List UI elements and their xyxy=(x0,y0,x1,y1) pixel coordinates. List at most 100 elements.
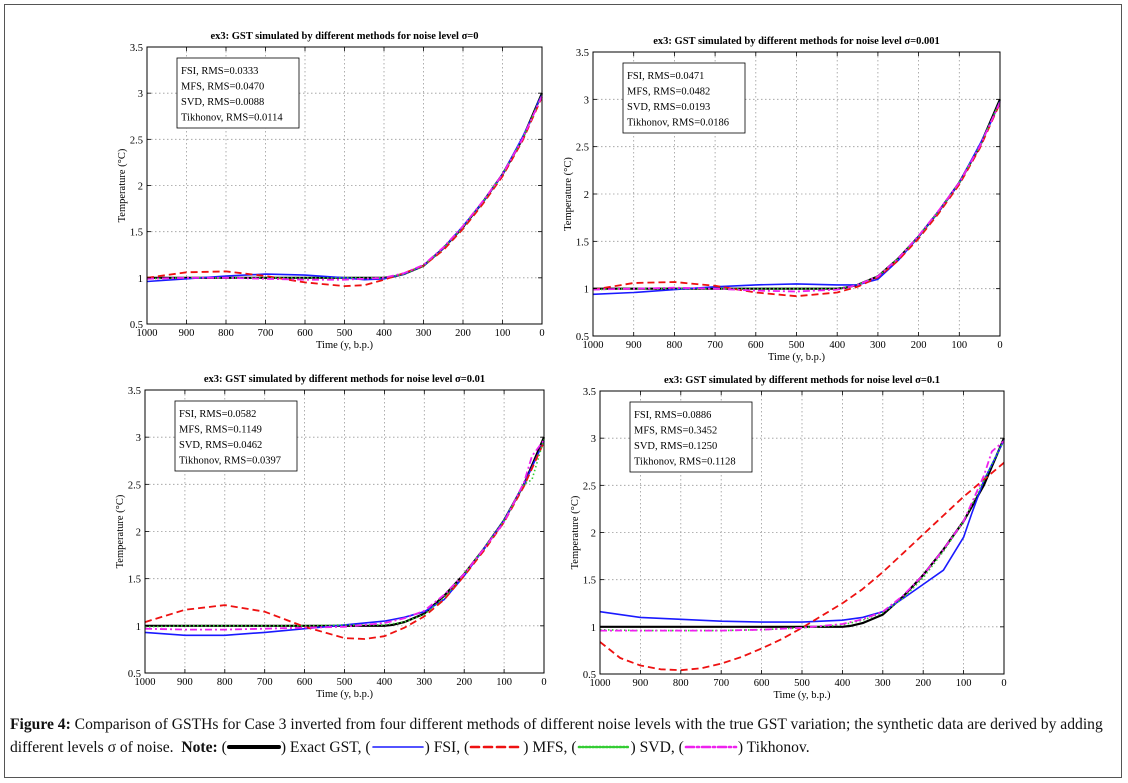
rms-legend-entry: Tikhonov, RMS=0.0114 xyxy=(181,113,283,124)
y-tick-label: 0.5 xyxy=(128,669,141,680)
x-tick-label: 200 xyxy=(456,677,472,688)
y-tick-label: 2 xyxy=(584,190,589,201)
y-axis-label: Temperature (°C) xyxy=(563,157,574,231)
rms-legend-entry: FSI, RMS=0.0471 xyxy=(627,71,704,82)
y-tick-label: 2.5 xyxy=(583,481,596,492)
x-tick-label: 300 xyxy=(875,678,891,689)
y-tick-label: 1.5 xyxy=(576,237,589,248)
legend-swatch-tikhonov xyxy=(684,742,738,752)
chart-panel-1: 1000 900 800 700 600 500 400 300 200 100 00.511.52… xyxy=(117,31,545,351)
y-tick-label: 1 xyxy=(138,274,143,285)
x-tick-label: 500 xyxy=(337,328,353,339)
legend-swatch-fsi xyxy=(371,742,425,752)
legend-label-svd: ) SVD, ( xyxy=(630,739,684,756)
x-tick-label: 0 xyxy=(539,328,544,339)
y-tick-label: 1.5 xyxy=(130,228,143,239)
x-tick-label: 0 xyxy=(997,340,1002,351)
x-tick-label: 200 xyxy=(911,340,927,351)
series-line-dashdot xyxy=(592,101,1001,293)
y-tick-label: 3.5 xyxy=(130,43,143,54)
figure-caption: Figure 4: Comparison of GSTHs for Case 3… xyxy=(10,716,1103,756)
y-tick-label: 2.5 xyxy=(128,480,141,491)
x-tick-label: 400 xyxy=(829,340,845,351)
x-tick-label: 200 xyxy=(915,678,931,689)
legend-label-mfs: ) MFS, ( xyxy=(523,739,577,756)
y-tick-label: 0.5 xyxy=(576,332,589,343)
chart-title: ex3: GST simulated by different methods … xyxy=(653,36,939,47)
series-line-dashed xyxy=(146,96,543,288)
y-tick-label: 3 xyxy=(136,433,141,444)
rms-legend-entry: MFS, RMS=0.1149 xyxy=(179,425,262,436)
x-tick-label: 900 xyxy=(179,328,195,339)
chart-panel-2: 1000 900 800 700 600 500 400 300 200 100 00.511.52… xyxy=(563,36,1003,363)
chart-title: ex3: GST simulated by different methods … xyxy=(664,375,940,386)
x-tick-label: 600 xyxy=(754,678,770,689)
rms-legend-entry: FSI, RMS=0.0333 xyxy=(181,66,258,77)
x-axis-label: Time (y, b.p.) xyxy=(774,690,831,701)
series-line-dashdot xyxy=(146,95,543,281)
rms-legend-box xyxy=(174,400,298,472)
rms-legend-entry: SVD, RMS=0.1250 xyxy=(634,441,717,452)
rms-legend-entry: SVD, RMS=0.0193 xyxy=(627,102,710,113)
caption-note-label: Note: xyxy=(181,739,218,756)
x-tick-label: 800 xyxy=(667,340,683,351)
figure-panels: 1000 900 800 700 600 500 400 300 200 100 00.511.52… xyxy=(115,31,1007,701)
x-tick-label: 800 xyxy=(673,678,689,689)
y-axis-label: Temperature (°C) xyxy=(570,495,581,569)
x-tick-label: 900 xyxy=(626,340,642,351)
y-tick-label: 0.5 xyxy=(583,670,596,681)
legend-label-exact: ) Exact GST, ( xyxy=(280,739,371,756)
legend-label-fsi: ) FSI, ( xyxy=(424,739,470,756)
x-tick-label: 500 xyxy=(337,677,353,688)
x-tick-label: 1000 xyxy=(590,678,611,689)
x-tick-label: 400 xyxy=(376,328,392,339)
x-tick-label: 700 xyxy=(258,328,274,339)
series-line-dashed xyxy=(592,102,1001,298)
series-line-dashdot xyxy=(600,440,1005,632)
series-line-dashdot xyxy=(144,439,545,631)
rms-legend-entry: MFS, RMS=0.0470 xyxy=(181,82,264,93)
y-tick-label: 3.5 xyxy=(576,48,589,59)
x-tick-label: 1000 xyxy=(137,328,158,339)
caption-figure-label: Figure 4: xyxy=(10,716,71,733)
x-tick-label: 100 xyxy=(956,678,972,689)
series-line-solid-thick xyxy=(600,437,1006,628)
x-axis-label: Time (y, b.p.) xyxy=(316,689,373,700)
x-tick-label: 600 xyxy=(297,677,313,688)
x-tick-label: 600 xyxy=(748,340,764,351)
figure-frame xyxy=(4,4,1122,778)
x-tick-label: 100 xyxy=(496,677,512,688)
x-tick-label: 0 xyxy=(541,677,546,688)
rms-legend-entry: MFS, RMS=0.0482 xyxy=(627,87,710,98)
rms-legend-box xyxy=(176,57,300,129)
rms-legend-entry: FSI, RMS=0.0582 xyxy=(179,409,256,420)
rms-legend-entry: FSI, RMS=0.0886 xyxy=(634,410,711,421)
y-tick-label: 1 xyxy=(584,285,589,296)
y-tick-label: 2 xyxy=(591,529,596,540)
rms-legend-box xyxy=(622,62,746,134)
x-tick-label: 800 xyxy=(217,677,233,688)
y-tick-label: 2 xyxy=(138,182,143,193)
y-tick-label: 3.5 xyxy=(128,386,141,397)
rms-legend-entry: Tikhonov, RMS=0.0186 xyxy=(627,118,729,129)
x-tick-label: 500 xyxy=(789,340,805,351)
x-tick-label: 0 xyxy=(1001,678,1006,689)
x-tick-label: 100 xyxy=(495,328,511,339)
chart-title: ex3: GST simulated by different methods … xyxy=(204,374,485,385)
y-tick-label: 2.5 xyxy=(576,143,589,154)
y-tick-label: 3 xyxy=(584,95,589,106)
x-tick-label: 500 xyxy=(794,678,810,689)
chart-panel-4: 1000 900 800 700 600 500 400 300 200 100 00.511.52… xyxy=(570,375,1007,701)
x-tick-label: 900 xyxy=(177,677,193,688)
legend-swatch-mfs xyxy=(469,742,523,752)
y-tick-label: 2 xyxy=(136,528,141,539)
y-tick-label: 1 xyxy=(136,622,141,633)
x-tick-label: 400 xyxy=(835,678,851,689)
rms-legend-entry: SVD, RMS=0.0088 xyxy=(181,97,264,108)
x-axis-label: Time (y, b.p.) xyxy=(316,340,373,351)
x-tick-label: 1000 xyxy=(135,677,156,688)
legend-swatch-svd xyxy=(577,742,631,752)
x-tick-label: 300 xyxy=(416,328,432,339)
x-tick-label: 300 xyxy=(416,677,432,688)
rms-legend-box xyxy=(629,401,753,473)
